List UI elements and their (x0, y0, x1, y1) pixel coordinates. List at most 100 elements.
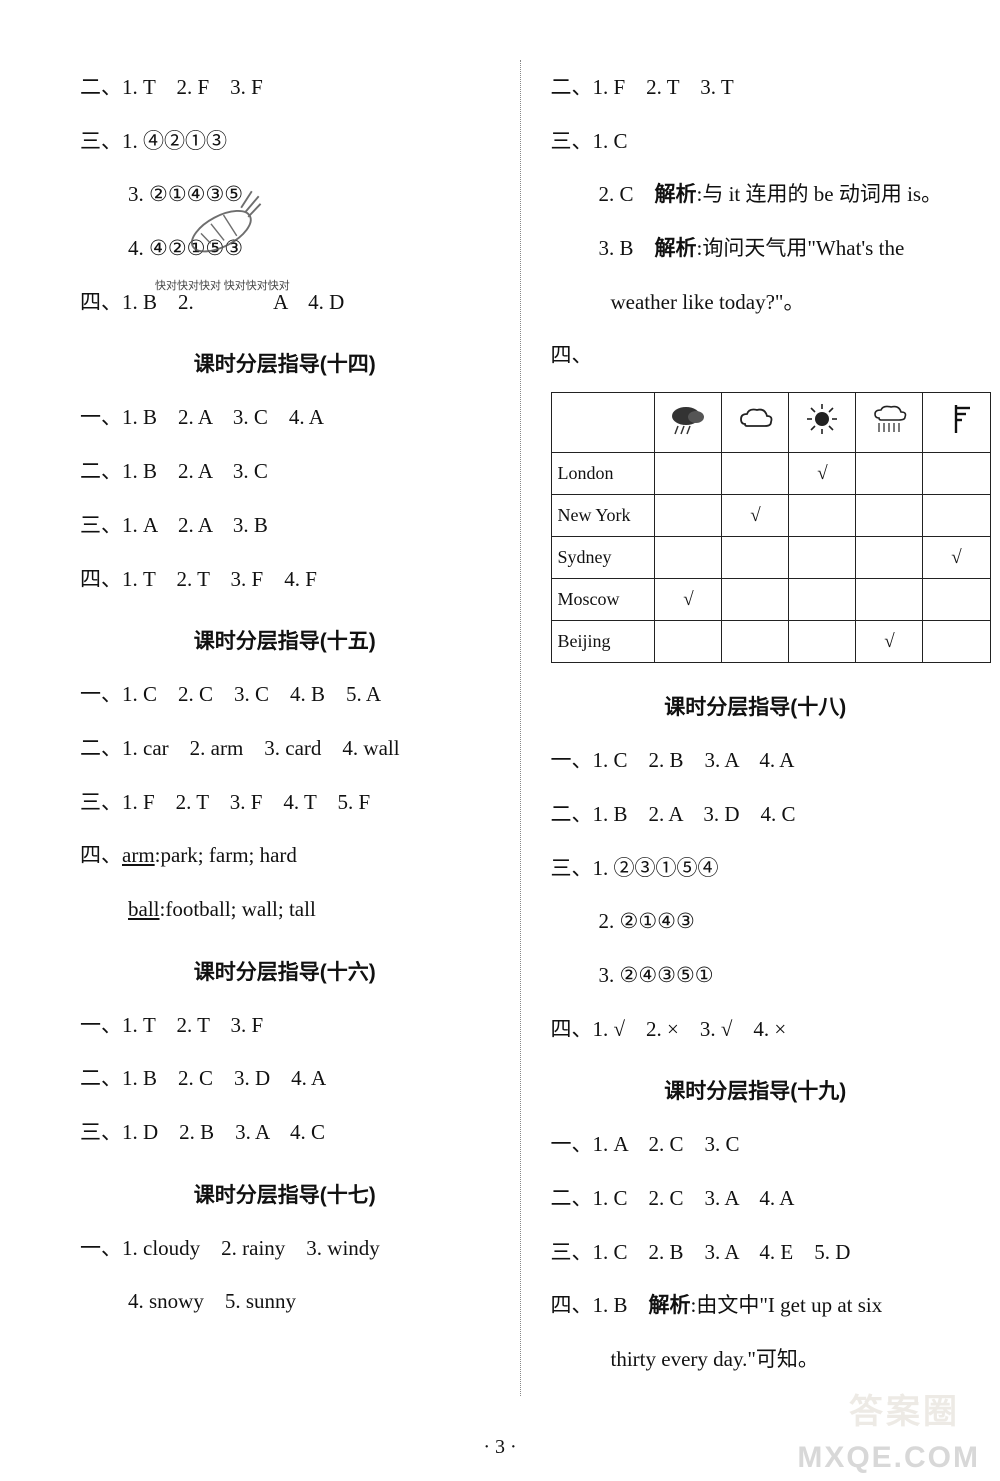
mark-cell: √ (856, 621, 923, 663)
section-heading-17: 课时分层指导(十七) (80, 1179, 490, 1209)
text: 2. C (599, 182, 655, 206)
mark-cell: √ (722, 495, 789, 537)
text: 四、 (80, 843, 122, 867)
answer-line: 一、1. C 2. C 3. C 4. B 5. A (80, 677, 490, 713)
answer-line: 2. C 解析:与 it 连用的 be 动词用 is。 (551, 177, 961, 213)
answer-line: 三、1. A 2. A 3. B (80, 508, 490, 544)
mark-cell: √ (923, 537, 990, 579)
mark-cell (923, 453, 990, 495)
city-cell: Sydney (551, 537, 655, 579)
section-heading-18: 课时分层指导(十八) (551, 691, 961, 721)
weather-icon-cloudy (722, 393, 789, 453)
underline-word: arm (122, 843, 155, 867)
mark-cell (856, 537, 923, 579)
mark-cell: √ (789, 453, 856, 495)
table-row: Beijing √ (551, 621, 990, 663)
text: 3. B (599, 236, 655, 260)
answer-line: 三、1. ④②①③ (80, 124, 490, 160)
mark-cell (789, 579, 856, 621)
answer-line: 四、1. T 2. T 3. F 4. F (80, 562, 490, 598)
answer-line: 二、1. B 2. A 3. D 4. C (551, 797, 961, 833)
watermark-url: MXQE.COM (797, 1441, 980, 1475)
answer-line: thirty every day."可知。 (551, 1342, 961, 1378)
city-cell: Beijing (551, 621, 655, 663)
section-heading-14: 课时分层指导(十四) (80, 348, 490, 378)
text: 四、1. B 2. (80, 290, 199, 314)
mark-cell (655, 453, 722, 495)
city-cell: London (551, 453, 655, 495)
answer-line: ball:football; wall; tall (80, 892, 490, 928)
table-row: London √ (551, 453, 990, 495)
mark-cell (722, 537, 789, 579)
mark-cell: √ (655, 579, 722, 621)
answer-line: 三、1. C 2. B 3. A 4. E 5. D (551, 1235, 961, 1271)
mark-cell (856, 495, 923, 537)
section-heading-19: 课时分层指导(十九) (551, 1075, 961, 1105)
table-row: Sydney √ (551, 537, 990, 579)
text: A 4. D (273, 290, 344, 314)
text: :football; wall; tall (160, 897, 316, 921)
answer-line: weather like today?"。 (551, 285, 961, 321)
mark-cell (923, 579, 990, 621)
section-heading-15: 课时分层指导(十五) (80, 625, 490, 655)
mark-cell (923, 495, 990, 537)
section-heading-16: 课时分层指导(十六) (80, 956, 490, 986)
mark-cell (722, 579, 789, 621)
text: :由文中"I get up at six (691, 1293, 883, 1317)
mark-cell (856, 453, 923, 495)
answer-line: 4. snowy 5. sunny (80, 1284, 490, 1320)
answer-line: 四、1. B 解析:由文中"I get up at six (551, 1288, 961, 1324)
analysis-label: 解析 (655, 182, 697, 206)
answer-line: 一、1. T 2. T 3. F (80, 1008, 490, 1044)
answer-line: 三、1. F 2. T 3. F 4. T 5. F (80, 785, 490, 821)
answer-line: 3. ②④③⑤① (551, 958, 961, 994)
answer-line: 四、1. √ 2. × 3. √ 4. × (551, 1012, 961, 1048)
table-row: New York √ (551, 495, 990, 537)
answer-line: 四、1. B 2. A 4. D (80, 285, 490, 321)
table-corner (551, 393, 655, 453)
weather-icon-storm (655, 393, 722, 453)
mark-cell (789, 495, 856, 537)
text: :park; farm; hard (155, 843, 297, 867)
answer-line: 二、1. car 2. arm 3. card 4. wall (80, 731, 490, 767)
watermark-cn: 答案圈 (849, 1384, 960, 1433)
text: :询问天气用"What's the (697, 236, 905, 260)
answer-line: 二、1. F 2. T 3. T (551, 70, 961, 106)
table-header-row (551, 393, 990, 453)
column-divider (520, 60, 521, 1396)
answer-line: 一、1. B 2. A 3. C 4. A (80, 400, 490, 436)
city-cell: Moscow (551, 579, 655, 621)
underline-word: ball (128, 897, 160, 921)
analysis-label: 解析 (649, 1293, 691, 1317)
answer-line: 2. ②①④③ (551, 904, 961, 940)
answer-line: 二、1. C 2. C 3. A 4. A (551, 1181, 961, 1217)
answer-line: 3. B 解析:询问天气用"What's the (551, 231, 961, 267)
answer-line: 四、 (551, 338, 961, 374)
mark-cell (722, 453, 789, 495)
answer-line: 二、1. B 2. C 3. D 4. A (80, 1061, 490, 1097)
weather-icon-sunny (789, 393, 856, 453)
mark-cell (722, 621, 789, 663)
city-cell: New York (551, 495, 655, 537)
weather-icon-rainy (856, 393, 923, 453)
answer-line: 二、1. T 2. F 3. F (80, 70, 490, 106)
answer-line: 一、1. cloudy 2. rainy 3. windy (80, 1231, 490, 1267)
mark-cell (655, 621, 722, 663)
mark-cell (856, 579, 923, 621)
table-row: Moscow√ (551, 579, 990, 621)
answer-line: 3. ②①④③⑤ (80, 177, 490, 213)
answer-line: 4. ④②①⑤③ (80, 231, 490, 267)
answer-line: 一、1. A 2. C 3. C (551, 1127, 961, 1163)
mark-cell (655, 537, 722, 579)
weather-table: London√ New York√ Sydney√ Moscow√ Beijin… (551, 392, 991, 663)
answer-line: 一、1. C 2. B 3. A 4. A (551, 743, 961, 779)
mark-cell (923, 621, 990, 663)
answer-line: 三、1. D 2. B 3. A 4. C (80, 1115, 490, 1151)
answer-line: 二、1. B 2. A 3. C (80, 454, 490, 490)
analysis-label: 解析 (655, 236, 697, 260)
mark-cell (655, 495, 722, 537)
mark-cell (789, 537, 856, 579)
answer-line: 三、1. ②③①⑤④ (551, 851, 961, 887)
answer-line: 三、1. C (551, 124, 961, 160)
text: :与 it 连用的 be 动词用 is。 (697, 182, 943, 206)
